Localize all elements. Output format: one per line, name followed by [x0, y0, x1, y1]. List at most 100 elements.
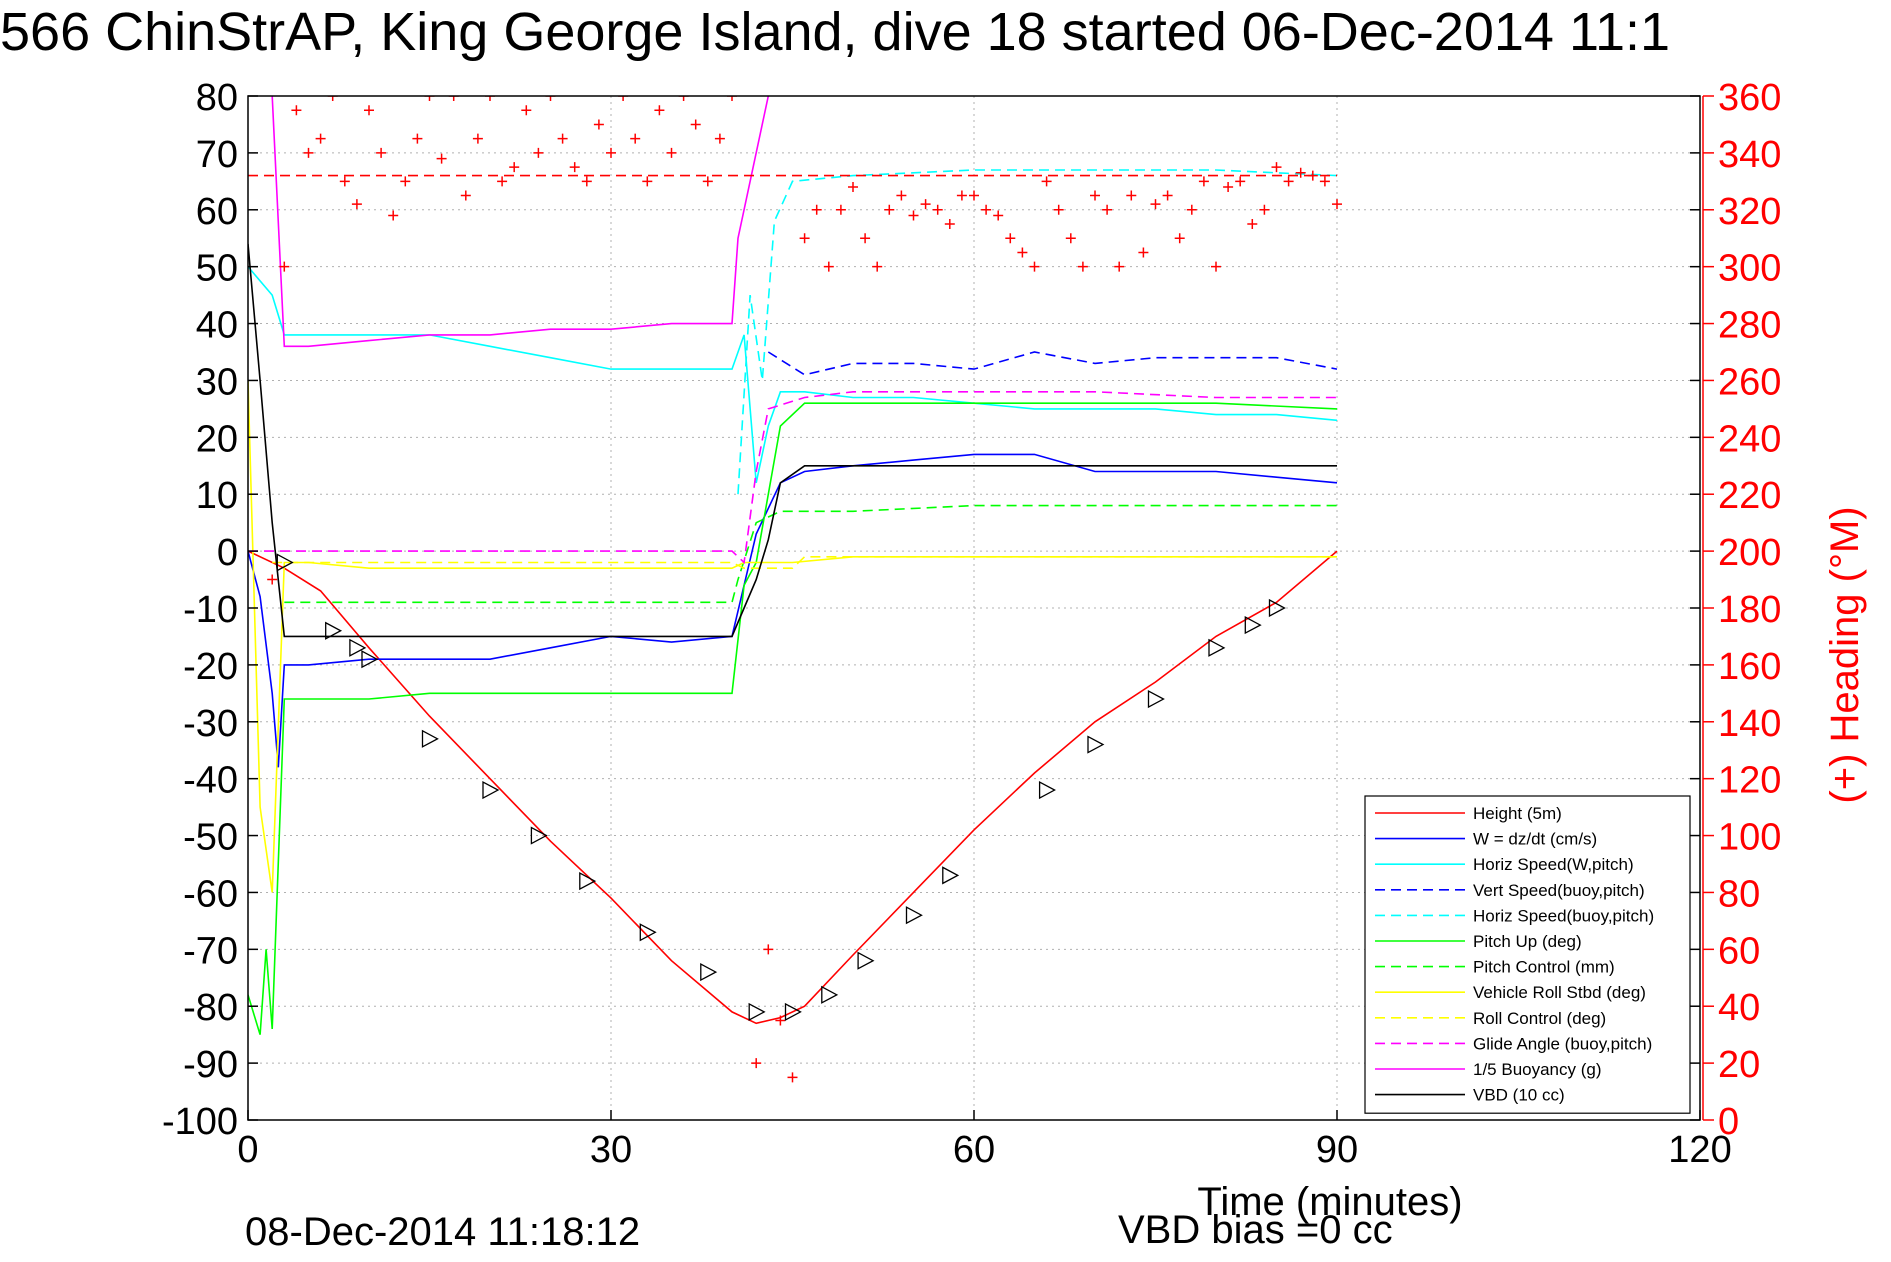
heading-point: [823, 261, 834, 272]
heading-point: [303, 147, 314, 158]
fix-marker: [276, 553, 294, 572]
heading-point: [702, 176, 713, 187]
y-axis-right-ticks: 3603403203002802602402202001801601401201…: [1703, 77, 1781, 1143]
y-tick-label: -40: [183, 760, 238, 802]
y-tick-label: 10: [196, 475, 238, 517]
series-pitch-control-mm: [284, 504, 1337, 604]
x-tick-label: 90: [1316, 1129, 1358, 1171]
y-right-tick-label: 220: [1718, 475, 1781, 517]
heading-point: [1271, 162, 1282, 173]
heading-point: [678, 96, 689, 101]
heading-point: [1223, 182, 1234, 193]
y-right-tick-label: 320: [1718, 191, 1781, 233]
heading-point: [1138, 247, 1149, 258]
y-tick-label: 0: [217, 532, 238, 574]
heading-point: [763, 944, 774, 955]
fix-marker: [349, 638, 367, 657]
fix-marker: [361, 650, 379, 669]
y-tick-label: 30: [196, 361, 238, 403]
x-tick-label: 0: [237, 1129, 258, 1171]
legend-label: Glide Angle (buoy,pitch): [1473, 1034, 1652, 1053]
fix-marker: [1147, 689, 1165, 709]
fix-marker: [700, 963, 718, 982]
heading-point: [1235, 176, 1246, 187]
fix-marker: [857, 951, 875, 970]
heading-point: [799, 233, 810, 244]
y-tick-label: 40: [196, 305, 238, 347]
legend-box: [1364, 795, 1691, 1114]
heading-point: [1211, 261, 1221, 272]
heading-point: [315, 133, 326, 144]
heading-point: [1126, 190, 1137, 201]
y-tick-label: 50: [196, 248, 238, 290]
fix-marker: [942, 866, 960, 885]
fix-marker: [325, 621, 343, 640]
heading-point: [1186, 204, 1197, 215]
fix-marker: [748, 1002, 766, 1021]
y-right-tick-label: 100: [1718, 817, 1781, 859]
y-right-tick-label: 40: [1718, 987, 1760, 1029]
heading-point: [327, 96, 338, 101]
fix-marker: [482, 780, 500, 800]
fix-marker: [1208, 638, 1226, 657]
fix-marker: [579, 871, 597, 891]
heading-point: [364, 105, 374, 116]
heading-point: [896, 190, 907, 201]
fix-marker: [1244, 615, 1262, 635]
y-right-tick-label: 120: [1718, 760, 1781, 802]
heading-point: [969, 190, 979, 201]
chart-title: 566 ChinStrAP, King George Island, dive …: [0, 2, 1670, 62]
heading-point: [593, 119, 604, 130]
x-axis-label: Time (minutes): [1197, 1180, 1462, 1224]
legend-label: Horiz Speed(buoy,pitch): [1473, 906, 1654, 925]
y-tick-label: -30: [183, 703, 238, 745]
y-right-tick-label: 280: [1718, 305, 1781, 347]
heading-point: [400, 176, 411, 187]
legend-label: Horiz Speed(W,pitch): [1473, 855, 1634, 874]
y-right-tick-label: 0: [1718, 1101, 1739, 1143]
fix-marker: [821, 985, 839, 1004]
footer-vbd-bias: VBD bias =0 cc: [1118, 1208, 1393, 1252]
fix-marker: [905, 906, 923, 925]
heading-point: [993, 210, 1004, 221]
y-right-tick-label: 160: [1718, 646, 1781, 688]
legend-label: Height (5m): [1473, 804, 1562, 823]
heading-point: [448, 96, 459, 101]
y-tick-label: -10: [183, 589, 238, 631]
heading-point: [1114, 261, 1125, 272]
series-heading-m: [267, 96, 1342, 1083]
y-right-tick-label: 140: [1718, 703, 1781, 745]
heading-point: [1053, 204, 1064, 215]
y-axis-right-label: (+) Heading (°M): [1823, 506, 1867, 803]
heading-point: [751, 1058, 762, 1069]
series-horiz-speed-w-pitch: [248, 266, 1338, 483]
y-right-tick-label: 240: [1718, 418, 1781, 460]
legend-label: Pitch Up (deg): [1473, 932, 1582, 951]
legend-label: 1/5 Buoyancy (g): [1473, 1060, 1602, 1079]
heading-point: [884, 204, 895, 215]
heading-point: [787, 1072, 798, 1083]
heading-point: [848, 182, 858, 193]
heading-point: [1319, 176, 1330, 187]
y-tick-label: -90: [183, 1044, 238, 1086]
y-right-tick-label: 20: [1718, 1044, 1760, 1086]
y-right-tick-label: 80: [1718, 873, 1760, 915]
legend-label: Vert Speed(buoy,pitch): [1473, 881, 1645, 900]
fix-marker: [1087, 735, 1105, 754]
x-tick-label: 120: [1668, 1129, 1731, 1171]
y-tick-label: 70: [196, 134, 238, 176]
y-right-tick-label: 260: [1718, 361, 1781, 403]
fix-marker: [1268, 598, 1286, 618]
heading-point: [727, 96, 737, 101]
y-tick-label: -60: [183, 873, 238, 915]
heading-point: [1150, 199, 1161, 210]
y-tick-label: -70: [183, 930, 238, 972]
fix-marker: [530, 826, 548, 845]
legend: Height (5m) W = dz/dt (cm/s) Horiz Speed(W…: [1364, 795, 1691, 1114]
y-tick-label: 80: [196, 77, 238, 119]
y-tick-label: -100: [162, 1101, 238, 1143]
y-tick-label: -80: [183, 987, 238, 1029]
fix-markers: [276, 553, 1286, 1021]
heading-point: [339, 176, 350, 187]
